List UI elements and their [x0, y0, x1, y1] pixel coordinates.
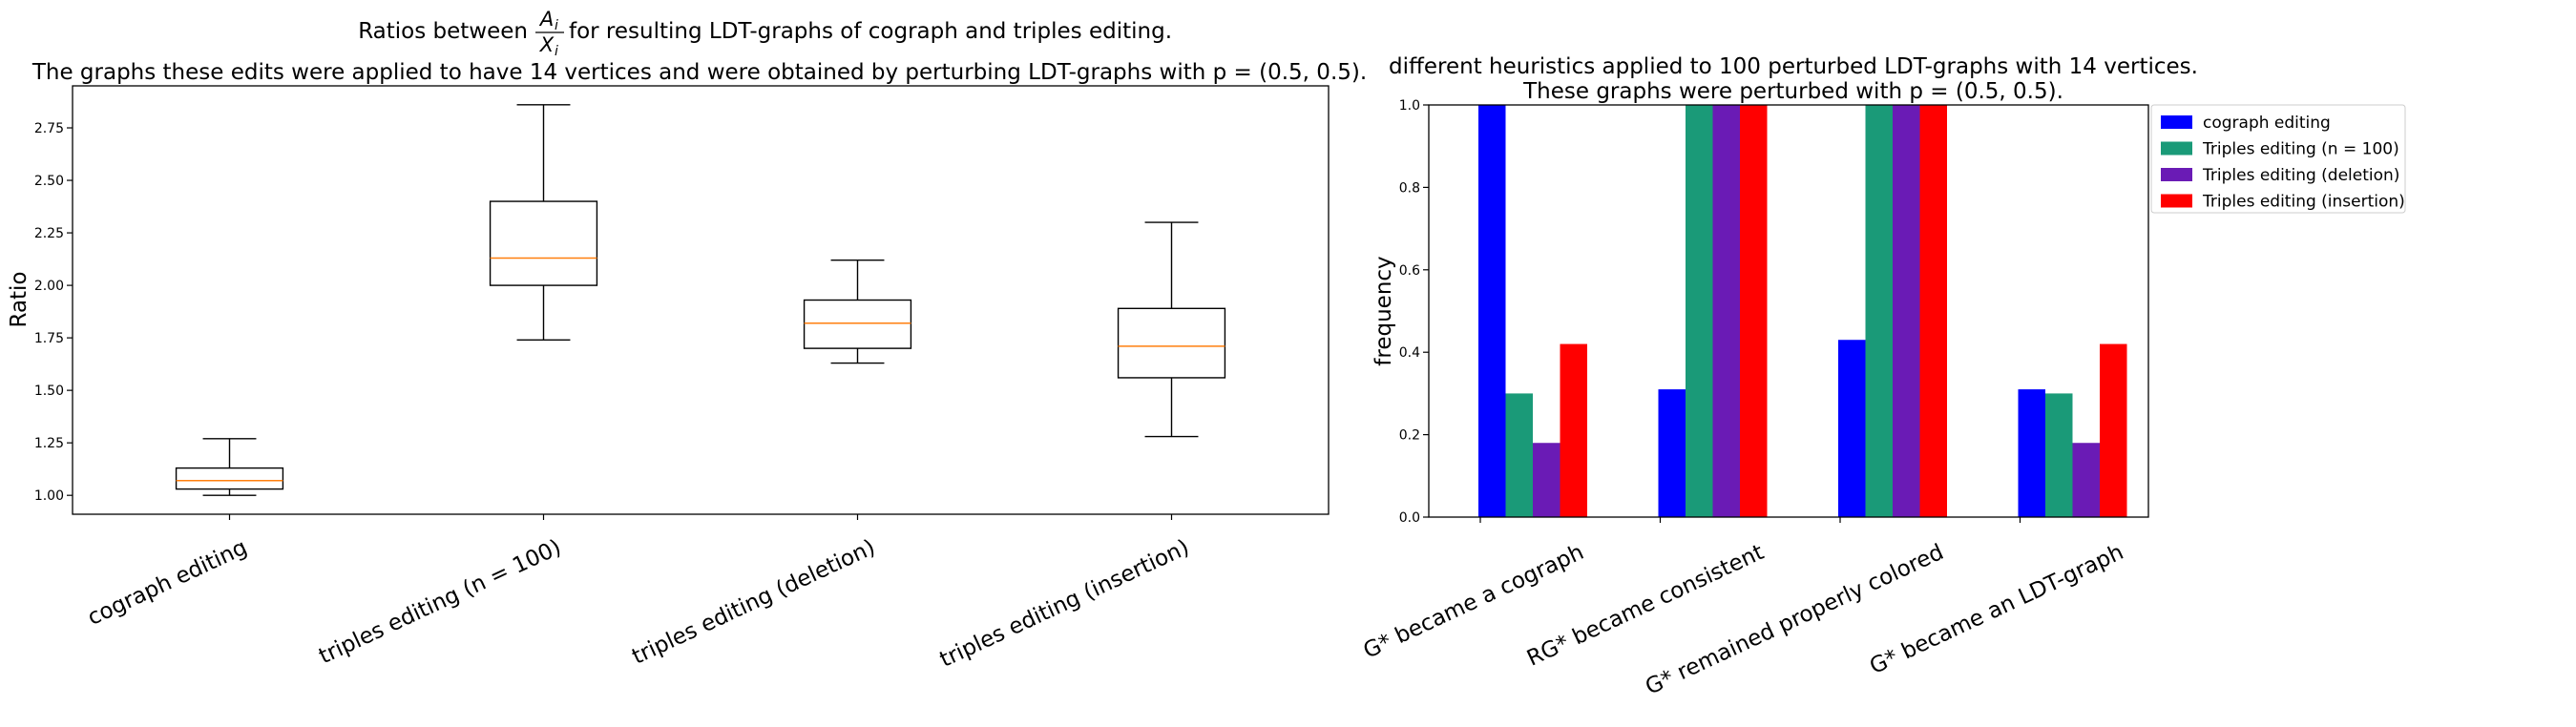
boxplot-y-ticks: 1.00 1.25 1.50 1.75 2.00 2.25 2.50 2.75: [34, 121, 73, 504]
boxplot-title-line2: The graphs these edits were applied to h…: [31, 60, 1367, 85]
boxplot-y-tick-label: 1.00: [34, 488, 64, 504]
boxplot-y-tick-label: 2.00: [34, 279, 64, 294]
barchart-y-tick-label: 0.2: [1399, 428, 1420, 444]
legend-label-1: cograph editing: [2203, 114, 2331, 133]
boxplot-x-tick-label: triples editing (n = 100): [315, 535, 565, 669]
bar-3-2: [1865, 105, 1893, 517]
legend-swatch-3: [2161, 168, 2192, 181]
boxplot-title-line1-before: Ratios between: [358, 19, 528, 44]
fraction-denominator: X: [539, 33, 555, 56]
fraction-numerator-sub: i: [555, 18, 558, 33]
legend-frame: [2150, 104, 2406, 214]
bar-4-4: [2100, 343, 2127, 517]
barchart-y-tick-label: 0.0: [1399, 510, 1420, 526]
boxplot-title-line1-after: for resulting LDT-graphs of cograph and …: [569, 19, 1172, 44]
barchart-y-ticks: 0.0 0.2 0.4 0.6 0.8 1.0: [1399, 98, 1429, 526]
barchart-x-tick-label: G* remained properly colored: [1642, 540, 1947, 700]
bar-1-1: [1478, 105, 1506, 517]
boxplot-y-tick-label: 2.25: [34, 226, 64, 241]
boxplot-panel: Ratios between A i X i for resulting LDT…: [7, 8, 1367, 673]
barchart-y-axis-label: frequency: [1372, 256, 1396, 365]
box-iqr: [489, 200, 598, 286]
box-3: [803, 259, 912, 364]
bar-2-2: [1686, 105, 1713, 517]
bar-1-4: [1560, 343, 1587, 517]
boxplot-y-tick-label: 1.25: [34, 436, 64, 451]
boxplot-title-fraction: A i X i: [535, 8, 564, 59]
box-2: [489, 104, 598, 342]
boxplot-y-tick-label: 1.50: [34, 384, 64, 399]
boxplot-boxes: [175, 104, 1226, 496]
boxplot-x-tick-label: triples editing (insertion): [936, 535, 1193, 673]
boxplot-x-ticks: cograph editing triples editing (n = 100)…: [84, 514, 1193, 673]
barchart-legend: cograph editing Triples editing (n = 100)…: [2150, 104, 2406, 214]
barchart-y-tick-label: 0.4: [1399, 345, 1420, 361]
barchart-bars: [1478, 105, 2127, 517]
box-iqr: [1117, 307, 1226, 379]
boxplot-y-tick-label: 1.75: [34, 331, 64, 346]
boxplot-x-tick-label: cograph editing: [84, 535, 251, 631]
barchart-y-tick-label: 1.0: [1399, 98, 1420, 114]
legend-swatch-4: [2161, 194, 2192, 208]
bar-3-1: [1838, 340, 1866, 517]
bar-3-4: [1919, 105, 1947, 517]
fraction-numerator: A: [538, 8, 554, 31]
box-4: [1117, 221, 1226, 438]
bar-2-1: [1658, 389, 1686, 517]
barchart-title-line2: These graphs were perturbed with p = (0.…: [1522, 79, 2063, 104]
barchart-y-tick-label: 0.6: [1399, 263, 1420, 279]
legend-label-4: Triples editing (insertion): [2202, 193, 2405, 212]
bar-4-3: [2072, 443, 2100, 517]
bar-4-2: [2045, 393, 2073, 517]
legend-swatch-1: [2161, 115, 2192, 129]
boxplot-y-axis-label: Ratio: [7, 271, 31, 327]
boxplot-x-tick-label: triples editing (deletion): [628, 535, 879, 670]
legend-label-3: Triples editing (deletion): [2202, 166, 2399, 185]
bar-4-1: [2018, 389, 2045, 517]
boxplot-y-tick-label: 2.75: [34, 121, 64, 136]
boxplot-axes-frame: [72, 85, 1330, 515]
barchart-title-line1: different heuristics applied to 100 pert…: [1389, 54, 2198, 79]
boxplot-y-tick-label: 2.50: [34, 174, 64, 189]
legend-label-2: Triples editing (n = 100): [2202, 140, 2399, 159]
barchart-y-tick-label: 0.8: [1399, 180, 1420, 196]
box-1: [175, 438, 284, 496]
bar-1-2: [1505, 393, 1533, 517]
bar-2-3: [1712, 105, 1740, 517]
box-iqr: [175, 467, 284, 490]
bar-3-3: [1893, 105, 1920, 517]
barchart-panel: different heuristics applied to 100 pert…: [1360, 54, 2406, 700]
fraction-denominator-sub: i: [555, 44, 558, 59]
box-iqr: [803, 299, 912, 349]
bar-2-4: [1740, 105, 1768, 517]
barchart-axes-frame: [1428, 104, 2149, 518]
legend-swatch-2: [2161, 141, 2192, 156]
bar-1-3: [1533, 443, 1560, 517]
